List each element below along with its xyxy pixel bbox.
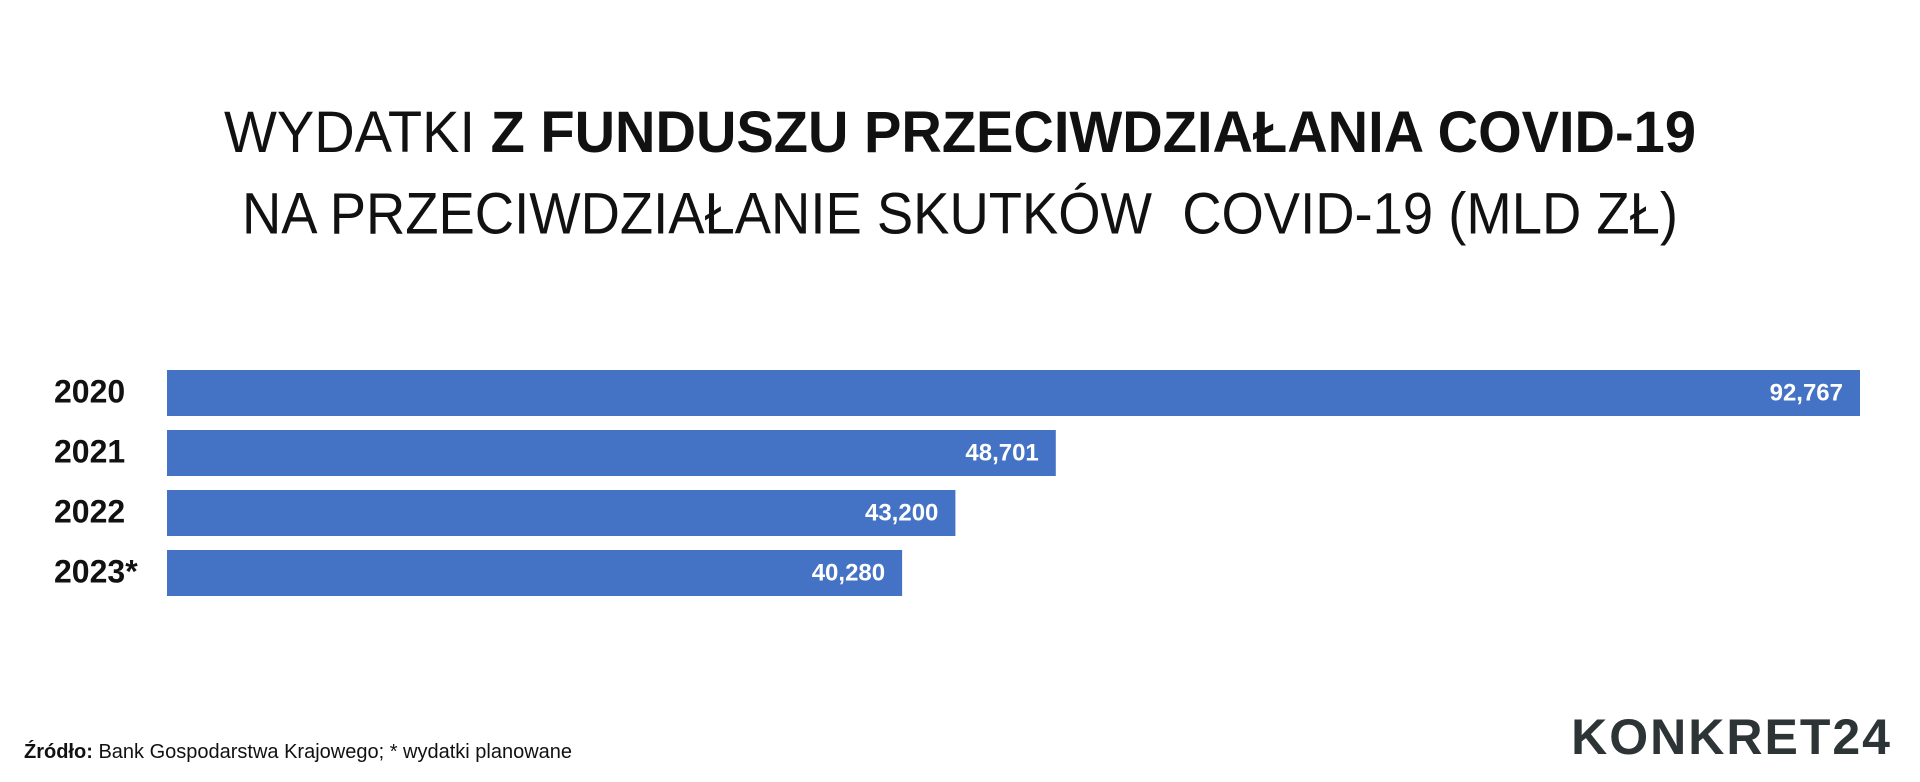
value-label: 48,701 xyxy=(965,439,1038,466)
value-label: 92,767 xyxy=(1770,379,1843,406)
y-tick-label: 2023* xyxy=(54,553,138,589)
value-label: 40,280 xyxy=(812,559,885,586)
chart-title: WYDATKI Z FUNDUSZU PRZECIWDZIAŁANIA COVI… xyxy=(224,100,1696,165)
bar xyxy=(167,490,956,536)
source-label: Źródło: xyxy=(24,740,93,763)
y-tick-label: 2020 xyxy=(54,373,125,409)
bar xyxy=(167,430,1056,476)
title-bold: Z FUNDUSZU PRZECIWDZIAŁANIA COVID-19 xyxy=(491,100,1696,165)
bar xyxy=(167,370,1860,416)
bar xyxy=(167,550,903,596)
source-text: Bank Gospodarstwa Krajowego; * wydatki p… xyxy=(98,741,572,763)
title-regular: WYDATKI xyxy=(224,100,475,165)
y-tick-label: 2022 xyxy=(54,493,125,529)
logo: KONKRET24 xyxy=(1571,709,1892,765)
chart-subtitle: NA PRZECIWDZIAŁANIE SKUTKÓW COVID-19 (ML… xyxy=(242,181,1678,246)
value-label: 43,200 xyxy=(865,499,938,526)
source: Źródło: Bank Gospodarstwa Krajowego; * w… xyxy=(24,740,572,763)
y-tick-label: 2021 xyxy=(54,433,125,469)
